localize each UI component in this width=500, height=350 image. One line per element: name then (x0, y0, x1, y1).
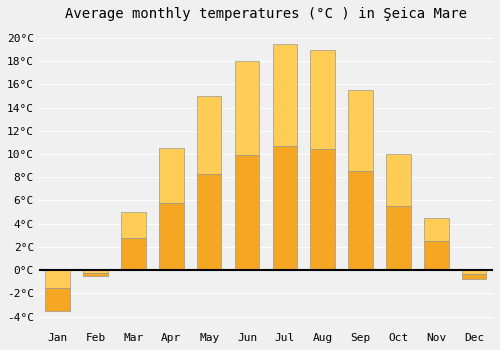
Bar (272, 146, 297, 270)
Bar (234, 155, 260, 270)
Bar (348, 171, 373, 270)
Bar (84, 273, 108, 276)
Bar (386, 206, 410, 270)
Bar (310, 49, 335, 149)
Bar (310, 149, 335, 270)
Bar (121, 238, 146, 270)
Bar (272, 44, 297, 146)
Bar (197, 174, 222, 270)
Bar (424, 241, 448, 270)
Bar (462, 274, 486, 279)
Bar (234, 61, 260, 155)
Bar (386, 154, 410, 206)
Bar (462, 270, 486, 274)
Bar (121, 212, 146, 238)
Bar (424, 218, 448, 242)
Bar (348, 90, 373, 171)
Bar (197, 96, 222, 174)
Title: Average monthly temperatures (°C ) in Şeica Mare: Average monthly temperatures (°C ) in Şe… (65, 7, 467, 21)
Bar (46, 288, 70, 311)
Bar (159, 203, 184, 270)
Bar (46, 270, 70, 288)
Bar (84, 270, 108, 273)
Bar (159, 148, 184, 203)
